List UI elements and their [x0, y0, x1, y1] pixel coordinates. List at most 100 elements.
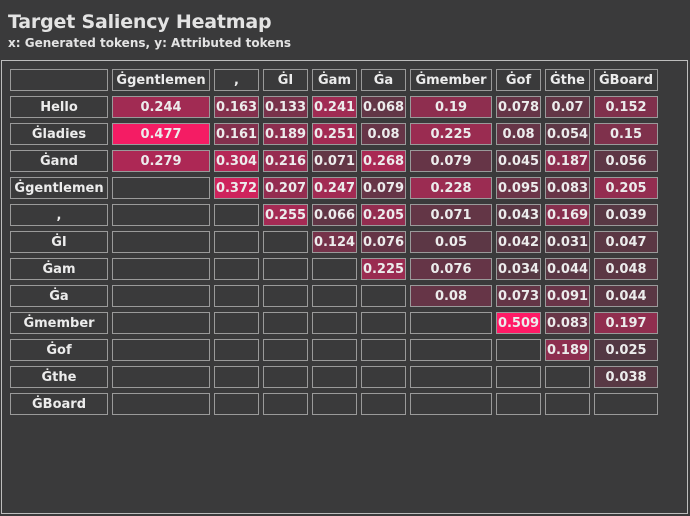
heatmap-cell: 0.304 [214, 150, 259, 172]
heatmap-cell: 0.079 [361, 177, 406, 199]
heatmap-cell: 0.044 [545, 258, 590, 280]
heatmap-cell [361, 312, 406, 334]
heatmap-row: Hello 0.244 0.163 0.133 0.241 0.068 0.19 0.078 0… [10, 96, 658, 118]
heatmap-cell [312, 366, 357, 388]
heatmap-cell: 0.15 [594, 123, 658, 145]
heatmap-cell: 0.161 [214, 123, 259, 145]
chart-title: Target Saliency Heatmap [8, 11, 272, 33]
heatmap-cell: 0.078 [496, 96, 541, 118]
heatmap-cell: 0.043 [496, 204, 541, 226]
heatmap-cell: 0.279 [112, 150, 210, 172]
heatmap-cell: 0.207 [263, 177, 308, 199]
x-token-label: ĠBoard [594, 69, 658, 91]
heatmap-row: Ġof 0.189 0.025 [10, 339, 658, 361]
heatmap-row: ĠBoard [10, 393, 658, 415]
heatmap-cell [410, 312, 492, 334]
heatmap-cell: 0.073 [496, 285, 541, 307]
heatmap-cell [361, 339, 406, 361]
heatmap-cell: 0.034 [496, 258, 541, 280]
heatmap-cell: 0.042 [496, 231, 541, 253]
heatmap-cell [214, 366, 259, 388]
heatmap-cell: 0.048 [594, 258, 658, 280]
heatmap-cell [214, 312, 259, 334]
heatmap-cell [312, 312, 357, 334]
heatmap-cell: 0.247 [312, 177, 357, 199]
heatmap-cell: 0.251 [312, 123, 357, 145]
heatmap-row: Ġladies 0.477 0.161 0.189 0.251 0.08 0.225 0.08… [10, 123, 658, 145]
y-token-label: ĠBoard [10, 393, 108, 415]
heatmap-row: Ġmember 0.509 0.083 0.197 [10, 312, 658, 334]
heatmap-cell: 0.076 [410, 258, 492, 280]
heatmap-cell [263, 366, 308, 388]
chart-header: Target Saliency Heatmap x: Generated tok… [8, 10, 291, 51]
x-token-label: Ġa [361, 69, 406, 91]
heatmap-cell [496, 393, 541, 415]
y-token-label: Ġmember [10, 312, 108, 334]
heatmap-cell: 0.205 [361, 204, 406, 226]
y-token-label: Ġam [10, 258, 108, 280]
x-token-label: Ġthe [545, 69, 590, 91]
heatmap-cell: 0.071 [312, 150, 357, 172]
heatmap-cell [312, 285, 357, 307]
heatmap-cell: 0.08 [410, 285, 492, 307]
heatmap-cell: 0.056 [594, 150, 658, 172]
heatmap-cell: 0.133 [263, 96, 308, 118]
heatmap-cell: 0.225 [410, 123, 492, 145]
heatmap-cell [112, 258, 210, 280]
heatmap-cell [112, 366, 210, 388]
x-token-label: ĠI [263, 69, 308, 91]
heatmap-cell: 0.045 [496, 150, 541, 172]
heatmap-cell [594, 393, 658, 415]
heatmap-cell: 0.076 [361, 231, 406, 253]
heatmap-cell: 0.025 [594, 339, 658, 361]
heatmap-cell: 0.05 [410, 231, 492, 253]
x-token-label: Ġgentlemen [112, 69, 210, 91]
heatmap-cell: 0.19 [410, 96, 492, 118]
heatmap-cell [112, 231, 210, 253]
heatmap-cell [112, 312, 210, 334]
heatmap-table: Ġgentlemen, ĠI Ġam Ġa Ġmember Ġof Ġthe ĠBoard H… [6, 64, 662, 420]
heatmap-cell: 0.039 [594, 204, 658, 226]
heatmap-row: Ġa 0.08 0.073 0.091 0.044 [10, 285, 658, 307]
heatmap-cell [312, 339, 357, 361]
heatmap-cell: 0.372 [214, 177, 259, 199]
heatmap-cell [263, 312, 308, 334]
y-token-label: Ġand [10, 150, 108, 172]
heatmap-cell: 0.071 [410, 204, 492, 226]
heatmap-cell: 0.08 [496, 123, 541, 145]
heatmap-cell: 0.228 [410, 177, 492, 199]
heatmap-cell: 0.163 [214, 96, 259, 118]
heatmap-cell [263, 258, 308, 280]
heatmap-cell: 0.083 [545, 312, 590, 334]
heatmap-cell [496, 366, 541, 388]
y-token-label: Hello [10, 96, 108, 118]
heatmap-cell [312, 393, 357, 415]
heatmap-cell [214, 258, 259, 280]
heatmap-cell [545, 366, 590, 388]
heatmap-cell [214, 339, 259, 361]
heatmap-cell: 0.189 [263, 123, 308, 145]
heatmap-cell: 0.268 [361, 150, 406, 172]
x-token-label: Ġmember [410, 69, 492, 91]
heatmap-cell [214, 231, 259, 253]
y-token-label: Ġgentlemen [10, 177, 108, 199]
heatmap-cell [112, 339, 210, 361]
heatmap-frame [1, 60, 688, 514]
heatmap-cell: 0.124 [312, 231, 357, 253]
heatmap-cell [410, 339, 492, 361]
y-token-label: Ġladies [10, 123, 108, 145]
heatmap-cell [214, 204, 259, 226]
heatmap-cell: 0.095 [496, 177, 541, 199]
x-token-label: Ġof [496, 69, 541, 91]
x-token-label: , [214, 69, 259, 91]
heatmap-cell [312, 258, 357, 280]
heatmap-cell: 0.044 [594, 285, 658, 307]
heatmap-cell: 0.083 [545, 177, 590, 199]
y-token-label: Ġof [10, 339, 108, 361]
heatmap-cell [112, 204, 210, 226]
heatmap-cell [112, 177, 210, 199]
y-token-label: Ġa [10, 285, 108, 307]
column-header-row: Ġgentlemen, ĠI Ġam Ġa Ġmember Ġof Ġthe ĠBoard [10, 69, 658, 91]
heatmap-row: Ġam 0.225 0.076 0.034 0.044 0.048 [10, 258, 658, 280]
heatmap-cell [263, 393, 308, 415]
